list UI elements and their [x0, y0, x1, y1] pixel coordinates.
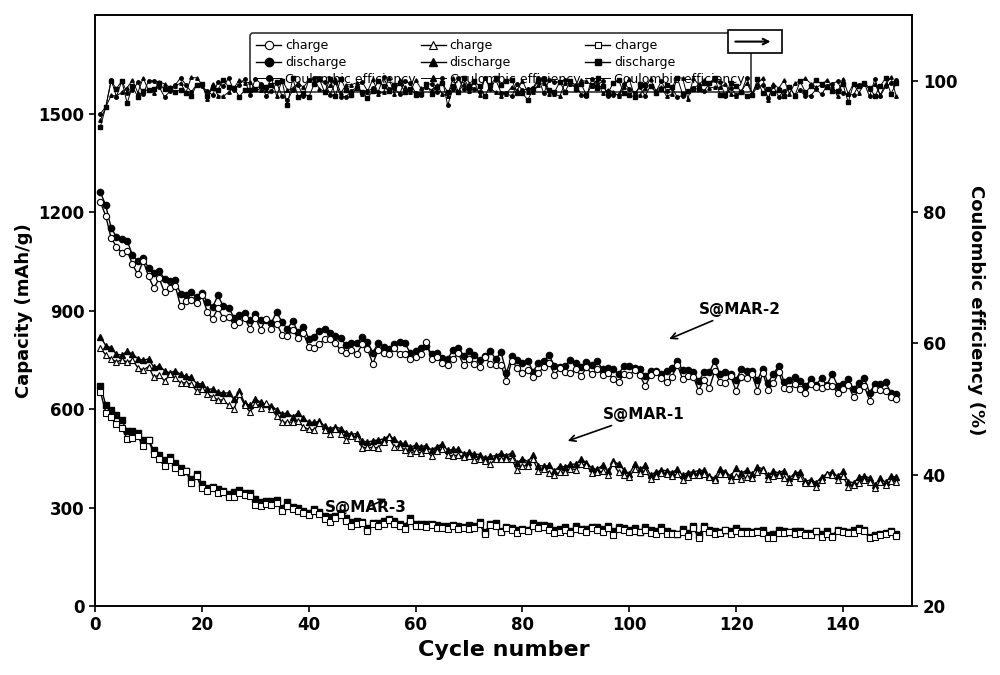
FancyBboxPatch shape: [728, 30, 782, 53]
Y-axis label: Coulombic efficiency (%): Coulombic efficiency (%): [967, 186, 985, 435]
Text: S@MAR-2: S@MAR-2: [671, 302, 781, 339]
X-axis label: Cycle number: Cycle number: [418, 640, 590, 660]
Text: S@MAR-3: S@MAR-3: [325, 500, 407, 516]
Text: S@MAR-1: S@MAR-1: [570, 407, 684, 441]
Legend: charge, discharge, Coulombic efficiency, charge, discharge, Coulombic efficiency: charge, discharge, Coulombic efficiency,…: [250, 33, 751, 92]
Y-axis label: Capacity (mAh/g): Capacity (mAh/g): [15, 223, 33, 398]
